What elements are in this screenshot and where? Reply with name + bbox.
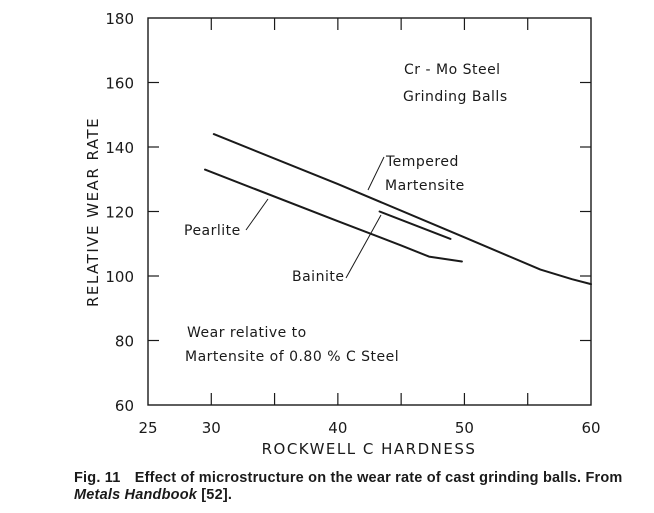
label-leaders	[245, 156, 385, 279]
axis-ticks: 60 80 100 120 140 160 180 25 30 40 50 60	[105, 10, 600, 437]
series-pearlite	[204, 168, 463, 263]
y-tick-label: 80	[115, 333, 134, 351]
x-tick-label: 50	[455, 419, 474, 437]
series-label-martensite: Martensite	[385, 178, 465, 194]
y-tick-label: 140	[105, 139, 134, 157]
leader-bainite	[345, 214, 382, 279]
series-label-bainite: Bainite	[292, 269, 344, 285]
figure-caption: Fig. 11 Effect of microstructure on the …	[74, 470, 654, 504]
wear-rate-chart: 60 80 100 120 140 160 180 25 30 40 50 60 ROCKWELL C…	[84, 10, 601, 458]
series-label-tempered: Tempered	[385, 154, 459, 170]
x-tick-label: 25	[138, 419, 157, 437]
annotation-reference-line1: Wear relative to	[187, 325, 307, 341]
y-tick-label: 100	[105, 268, 134, 286]
leader-tempered-martensite	[367, 156, 385, 191]
y-tick-label: 120	[105, 204, 134, 222]
caption-source: Metals Handbook	[74, 487, 198, 503]
caption-text: Effect of microstructure on the wear rat…	[134, 470, 623, 486]
series-bainite	[378, 210, 452, 240]
figure-label: Fig. 11	[74, 470, 121, 486]
x-tick-label: 40	[328, 419, 347, 437]
plot-frame	[147, 17, 592, 406]
y-tick-label: 60	[115, 397, 134, 415]
series-lines	[204, 133, 592, 286]
annotation-steel-line1: Cr - Mo Steel	[404, 62, 501, 78]
y-tick-label: 160	[105, 75, 134, 93]
caption-ref: [52].	[197, 487, 233, 503]
y-tick-label: 180	[105, 10, 134, 28]
x-tick-label: 30	[202, 419, 221, 437]
annotation-reference-line2: Martensite of 0.80 % C Steel	[185, 349, 399, 365]
x-axis-title: ROCKWELL C HARDNESS	[262, 440, 477, 458]
y-axis-title: RELATIVE WEAR RATE	[84, 117, 102, 307]
leader-pearlite	[245, 198, 269, 231]
x-tick-label: 60	[581, 419, 600, 437]
series-label-pearlite: Pearlite	[184, 223, 241, 239]
plot-border	[147, 17, 592, 406]
annotation-steel-line2: Grinding Balls	[403, 89, 508, 105]
series-tempered-martensite	[212, 133, 592, 286]
